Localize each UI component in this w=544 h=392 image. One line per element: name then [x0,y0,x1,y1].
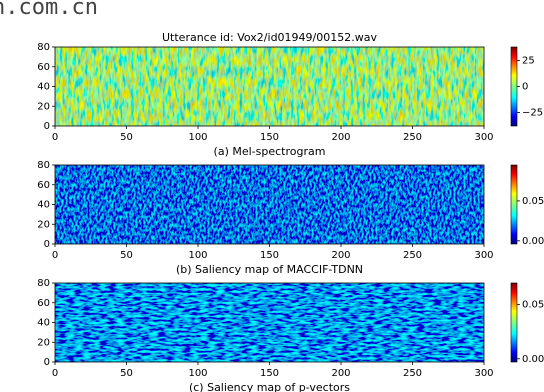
x-tick-label: 50 [120,368,133,379]
x-tick-label: 250 [403,132,422,143]
x-tick-label: 150 [260,368,279,379]
heatmap-image [55,165,484,244]
caption: (a) Mel-spectrogram [214,145,326,158]
x-tick-label: 200 [331,368,350,379]
x-tick-label: 100 [188,368,207,379]
x-tick-label: 200 [331,132,350,143]
x-tick-label: 0 [52,132,58,143]
axes-layer: Utterance id: Vox2/id01949/00152.wav 0 50 1… [37,31,544,392]
x-tick-label: 100 [188,132,207,143]
x-tick-label: 0 [52,368,58,379]
heatmap-image [55,47,484,126]
x-tick-label: 100 [188,250,207,261]
y-tick-label: 0 [44,239,50,250]
colorbar [510,282,518,363]
caption: (b) Saliency map of MACCIF-TDNN [176,263,363,276]
colorbar [510,164,518,245]
colorbar-tick-label: 0 [522,82,528,93]
y-tick-label: 20 [37,101,50,112]
x-tick-label: 150 [260,132,279,143]
x-tick-label: 200 [331,250,350,261]
colorbar-tick-label: 0.00 [522,236,544,247]
colorbar-tick-label: 0.05 [522,196,544,207]
colorbar [510,46,518,127]
y-tick-label: 40 [37,318,50,329]
y-tick-label: 80 [37,278,50,289]
x-tick-label: 0 [52,250,58,261]
y-tick-label: 60 [37,298,50,309]
y-tick-label: 40 [37,200,50,211]
x-tick-label: 300 [474,250,493,261]
x-tick-label: 250 [403,368,422,379]
y-tick-label: 60 [37,62,50,73]
y-tick-label: 0 [44,357,50,368]
colorbar-tick-label: 25 [522,56,535,67]
chart-title: Utterance id: Vox2/id01949/00152.wav [162,31,377,44]
y-tick-label: 80 [37,160,50,171]
x-tick-label: 250 [403,250,422,261]
x-tick-label: 50 [120,250,133,261]
y-tick-label: 0 [44,121,50,132]
y-tick-label: 80 [37,42,50,53]
y-tick-label: 40 [37,82,50,93]
colorbar-tick-label: −25 [522,107,543,118]
x-tick-label: 50 [120,132,133,143]
caption: (c) Saliency map of p-vectors [189,381,350,392]
y-tick-label: 20 [37,219,50,230]
watermark: n.com.cn [0,0,98,20]
x-tick-label: 300 [474,368,493,379]
y-tick-label: 20 [37,337,50,348]
x-tick-label: 300 [474,132,493,143]
x-tick-label: 150 [260,250,279,261]
heatmap-image [55,283,484,362]
y-tick-label: 60 [37,180,50,191]
colorbar-tick-label: 0.00 [522,354,544,365]
colorbar-tick-label: 0.05 [522,300,544,311]
